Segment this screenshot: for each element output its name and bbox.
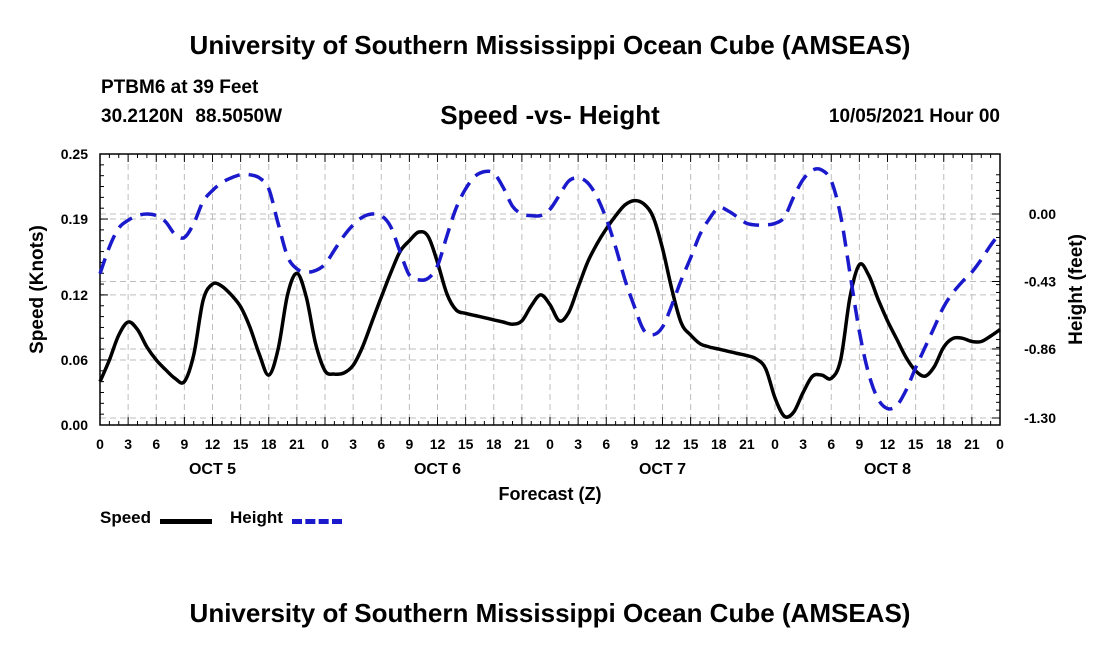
forecast-datetime: 10/05/2021 Hour 00 — [828, 106, 1000, 127]
speed-height-chart: 0 3 6 9 12 15 18 21 0 3 6 9 12 15 18 21 0 3 6 9 12 15 18 21 0 3 6 9… — [27, 146, 1087, 504]
legend-speed: Speed — [100, 508, 151, 528]
day-label: OCT 8 — [864, 461, 911, 478]
y2-tick-label: -1.30 — [1024, 410, 1056, 426]
x-tick-label: 0 — [771, 436, 779, 452]
page-title: University of Southern Mississippi Ocean… — [189, 30, 911, 60]
latitude: 30.2120N — [101, 106, 184, 127]
legend-speed-label: Speed — [100, 508, 152, 527]
x-tick-label: 3 — [799, 436, 807, 452]
x-tick-label: 12 — [430, 436, 446, 452]
y-axis-label: Speed (Knots) — [27, 225, 48, 354]
x-tick-label: 9 — [855, 436, 863, 452]
x-tick-label: 6 — [827, 436, 835, 452]
x-tick-label: 6 — [602, 436, 610, 452]
x-tick-label: 6 — [377, 436, 385, 452]
series-line-speed — [98, 198, 1001, 419]
x-tick-label: 18 — [486, 436, 502, 452]
x-tick-label: 15 — [233, 436, 249, 452]
x-axis-label: Forecast (Z) — [498, 484, 601, 504]
x-tick-label: 12 — [880, 436, 896, 452]
x-tick-label: 3 — [349, 436, 357, 452]
chart-title: Speed -vs- Height — [440, 100, 660, 130]
x-tick-label: 21 — [289, 436, 305, 452]
legend-height: Height — [230, 508, 283, 528]
x-tick-label: 9 — [180, 436, 188, 452]
y-tick-label: 0.12 — [61, 287, 88, 303]
x-tick-label: 9 — [630, 436, 638, 452]
x-tick-label: 21 — [514, 436, 530, 452]
y-tick-label: 0.00 — [61, 417, 88, 433]
y2-tick-label: 0.00 — [1029, 206, 1056, 222]
y-tick-label: 0.25 — [61, 146, 88, 162]
x-tick-label: 15 — [908, 436, 924, 452]
day-label: OCT 5 — [189, 461, 236, 478]
y-tick-label: 0.06 — [61, 352, 88, 368]
x-tick-label: 12 — [205, 436, 221, 452]
station-label: PTBM6 at 39 Feet — [101, 77, 259, 98]
y2-tick-label: -0.86 — [1024, 341, 1056, 357]
legend-height-label: Height — [230, 508, 283, 527]
longitude: 88.5050W — [195, 106, 283, 127]
footer-title: University of Southern Mississippi Ocean… — [189, 598, 911, 628]
x-tick-label: 6 — [152, 436, 160, 452]
y2-tick-label: -0.43 — [1024, 273, 1056, 289]
y2-axis-label: Height (feet) — [1066, 234, 1087, 345]
day-label: OCT 7 — [639, 461, 686, 478]
x-tick-label: 18 — [936, 436, 952, 452]
x-tick-label: 0 — [996, 436, 1004, 452]
x-tick-label: 21 — [739, 436, 755, 452]
legend-speed-swatch — [160, 519, 212, 524]
legend-height-swatch — [292, 519, 342, 524]
x-tick-label: 3 — [574, 436, 582, 452]
x-tick-label: 18 — [261, 436, 277, 452]
x-tick-label: 9 — [405, 436, 413, 452]
x-tick-label: 21 — [964, 436, 980, 452]
x-tick-label: 18 — [711, 436, 727, 452]
x-tick-label: 0 — [96, 436, 104, 452]
x-tick-label: 12 — [655, 436, 671, 452]
y-tick-label: 0.19 — [61, 211, 88, 227]
x-tick-label: 3 — [124, 436, 132, 452]
coordinates: 30.2120N 88.5050W — [101, 106, 294, 128]
x-tick-label: 0 — [321, 436, 329, 452]
series-line-height — [98, 167, 1002, 411]
x-tick-label: 0 — [546, 436, 554, 452]
x-tick-label: 15 — [683, 436, 699, 452]
x-tick-label: 15 — [458, 436, 474, 452]
day-label: OCT 6 — [414, 461, 461, 478]
